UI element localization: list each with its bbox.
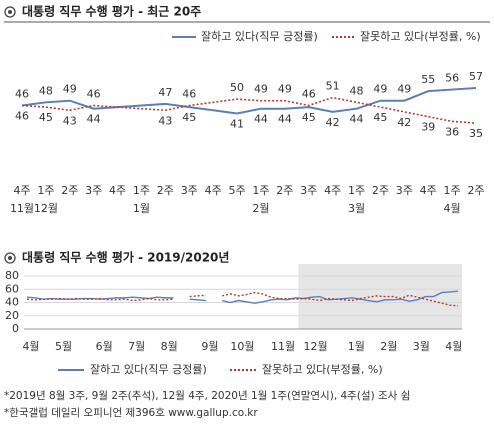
title-icon	[8, 256, 12, 260]
x-tick-label: 3주	[85, 184, 102, 197]
series-line	[21, 86, 477, 115]
y-tick-label: 20	[5, 309, 19, 322]
data-label: 41	[230, 117, 244, 130]
data-label: 36	[445, 125, 459, 138]
data-label: 45	[373, 111, 387, 124]
y-tick-label: 0	[12, 322, 19, 335]
x-tick-label: 3주	[181, 184, 198, 197]
month-label: 2월	[252, 202, 269, 215]
data-label: 46	[15, 110, 29, 123]
legend-label: 잘못하고 있다(부정률, %)	[360, 29, 481, 43]
data-label: 48	[350, 84, 364, 97]
title-icon	[4, 252, 16, 264]
footnote: *한국갤럽 데일리 오피니언 제396호 www.gallup.co.kr	[4, 406, 258, 419]
legend-label: 잘하고 있다(직무 긍정률)	[90, 362, 207, 376]
x-tick-label: 2주	[157, 184, 174, 197]
y-tick-label: 40	[5, 296, 19, 309]
x-tick-label: 1주	[348, 184, 365, 197]
data-label: 48	[39, 84, 53, 97]
y-tick-label: 80	[5, 269, 19, 282]
data-label: 49	[254, 83, 268, 96]
data-label: 49	[373, 83, 387, 96]
data-label: 46	[15, 88, 29, 101]
x-tick-label: 3주	[396, 184, 413, 197]
data-label: 49	[63, 83, 77, 96]
x-tick-label: 5월	[55, 340, 72, 353]
data-label: 44	[278, 113, 292, 126]
x-tick-label: 4주	[420, 184, 437, 197]
x-tick-label: 7월	[128, 340, 145, 353]
x-tick-label: 9월	[201, 340, 218, 353]
data-label: 50	[230, 81, 244, 94]
data-label: 44	[350, 113, 364, 126]
x-tick-label: 3월	[413, 340, 430, 353]
x-tick-label: 4월	[22, 340, 39, 353]
title-icon	[4, 6, 16, 18]
x-tick-label: 4월	[445, 340, 462, 353]
data-label: 42	[326, 116, 340, 129]
legend-label: 잘못하고 있다(부정률, %)	[262, 362, 383, 376]
data-label: 56	[445, 72, 459, 85]
x-tick-label: 12월	[304, 340, 328, 353]
footnote: *2019년 8월 3주, 9월 2주(추석), 12월 4주, 2020년 1…	[4, 390, 410, 402]
series-line	[21, 96, 477, 124]
x-tick-label: 8월	[161, 340, 178, 353]
series-line	[222, 291, 459, 307]
x-tick-label: 2주	[61, 184, 78, 197]
data-label: 45	[182, 111, 196, 124]
series-line	[189, 294, 206, 298]
x-tick-label: 4주	[205, 184, 222, 197]
data-label: 44	[254, 113, 268, 126]
data-label: 45	[302, 111, 316, 124]
data-label: 49	[278, 83, 292, 96]
y-tick-label: 60	[5, 282, 19, 295]
data-label: 49	[397, 83, 411, 96]
data-label: 51	[326, 80, 340, 93]
x-tick-label: 4주	[13, 184, 30, 197]
month-label: 4월	[444, 202, 461, 215]
data-label: 44	[87, 113, 101, 126]
x-tick-label: 2주	[467, 184, 484, 197]
x-tick-label: 10월	[230, 340, 254, 353]
month-label: 3월	[348, 202, 365, 215]
x-tick-label: 5주	[228, 184, 245, 197]
data-label: 42	[397, 116, 411, 129]
data-label: 46	[87, 88, 101, 101]
x-tick-label: 1주	[133, 184, 150, 197]
x-tick-label: 2월	[380, 340, 397, 353]
month-label: 1월	[133, 202, 150, 215]
data-label: 46	[182, 88, 196, 101]
x-tick-label: 4주	[109, 184, 126, 197]
x-tick-label: 1주	[444, 184, 461, 197]
x-tick-label: 2주	[276, 184, 293, 197]
month-label: 12월	[34, 202, 58, 215]
x-tick-label: 1월	[348, 340, 365, 353]
x-tick-label: 11월	[271, 340, 295, 353]
legend-label: 잘하고 있다(직무 긍정률)	[201, 29, 318, 43]
data-label: 35	[469, 127, 483, 140]
x-tick-label: 3주	[300, 184, 317, 197]
data-label: 45	[39, 111, 53, 124]
x-tick-label: 4주	[324, 184, 341, 197]
data-label: 39	[421, 121, 435, 134]
x-tick-label: 1주	[252, 184, 269, 197]
series-line	[26, 297, 174, 302]
x-tick-label: 1주	[37, 184, 54, 197]
x-tick-label: 6월	[96, 340, 113, 353]
series-line	[189, 298, 206, 302]
data-label: 43	[158, 114, 172, 127]
month-label: 11월	[10, 202, 34, 215]
x-tick-label: 2주	[372, 184, 389, 197]
data-label: 46	[302, 88, 316, 101]
chart-title: 대통령 직무 수행 평가 - 2019/2020년	[22, 250, 229, 265]
title-icon	[8, 10, 12, 14]
data-label: 47	[158, 86, 172, 99]
data-label: 57	[469, 70, 483, 83]
data-label: 43	[63, 114, 77, 127]
chart-title: 대통령 직무 수행 평가 - 최근 20주	[22, 4, 201, 19]
data-label: 55	[421, 73, 435, 86]
